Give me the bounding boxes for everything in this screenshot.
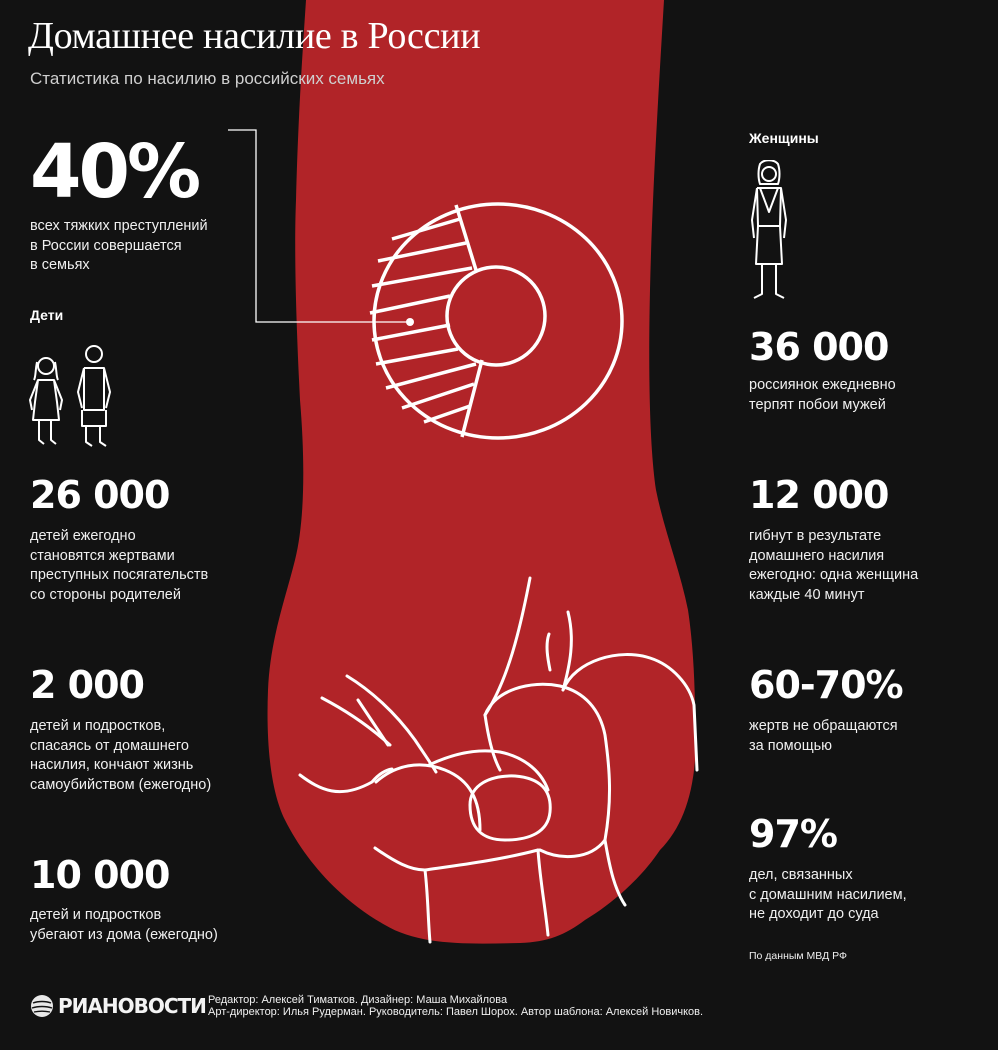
women-stat-2-value: 12 000 [749,473,889,517]
ria-logo[interactable]: РИАНОВОСТИ [30,993,207,1019]
children-stat-3-text: детей и подростков убегают из дома (ежег… [30,907,218,943]
source-note: По данным МВД РФ [749,950,847,962]
children-stat-2-text: детей и подростков, спасаясь от домашнег… [30,718,212,793]
children-stat-2-value: 2 000 [30,663,145,707]
children-icons [29,345,111,447]
leader-line [228,129,410,323]
logo-text: РИАНОВОСТИ [58,994,207,1018]
pie-chart-icon [369,202,624,440]
highlight-text: всех тяжких преступлений в России соверш… [30,218,208,273]
highlight-value: 40% [30,129,201,215]
women-stat-3-text: жертв не обращаются за помощью [749,718,898,754]
page-subtitle: Статистика по насилию в российских семья… [30,69,385,88]
page-title: Домашнее насилие в России [28,15,481,57]
women-stat-1-text: россиянок ежедневно терпят побои мужей [749,377,896,413]
arm-shape [267,0,696,944]
girl-icon [29,357,63,445]
credits-line-1: Редактор: Алексей Тиматков. Дизайнер: Ма… [208,994,508,1006]
children-stat-1-text: детей ежегодно становятся жертвами прест… [30,528,209,603]
children-stat-1-value: 26 000 [30,473,170,517]
boy-icon [77,345,111,447]
fist-outline [298,576,699,944]
pie-marker-dot [406,318,414,326]
children-heading: Дети [30,307,64,323]
women-stat-1-value: 36 000 [749,325,889,369]
woman-icon [751,160,787,299]
women-stat-4-text: дел, связанных с домашним насилием, не д… [749,867,907,922]
women-stat-4-value: 97% [749,812,838,856]
women-stat-2-text: гибнут в результате домашнего насилия еж… [749,528,919,603]
women-stat-3-value: 60-70% [749,663,904,707]
children-stat-3-value: 10 000 [30,853,170,897]
women-heading: Женщины [749,130,819,146]
globe-icon [31,995,53,1017]
credits-line-2: Арт-директор: Илья Рудерман. Руководител… [208,1006,704,1018]
